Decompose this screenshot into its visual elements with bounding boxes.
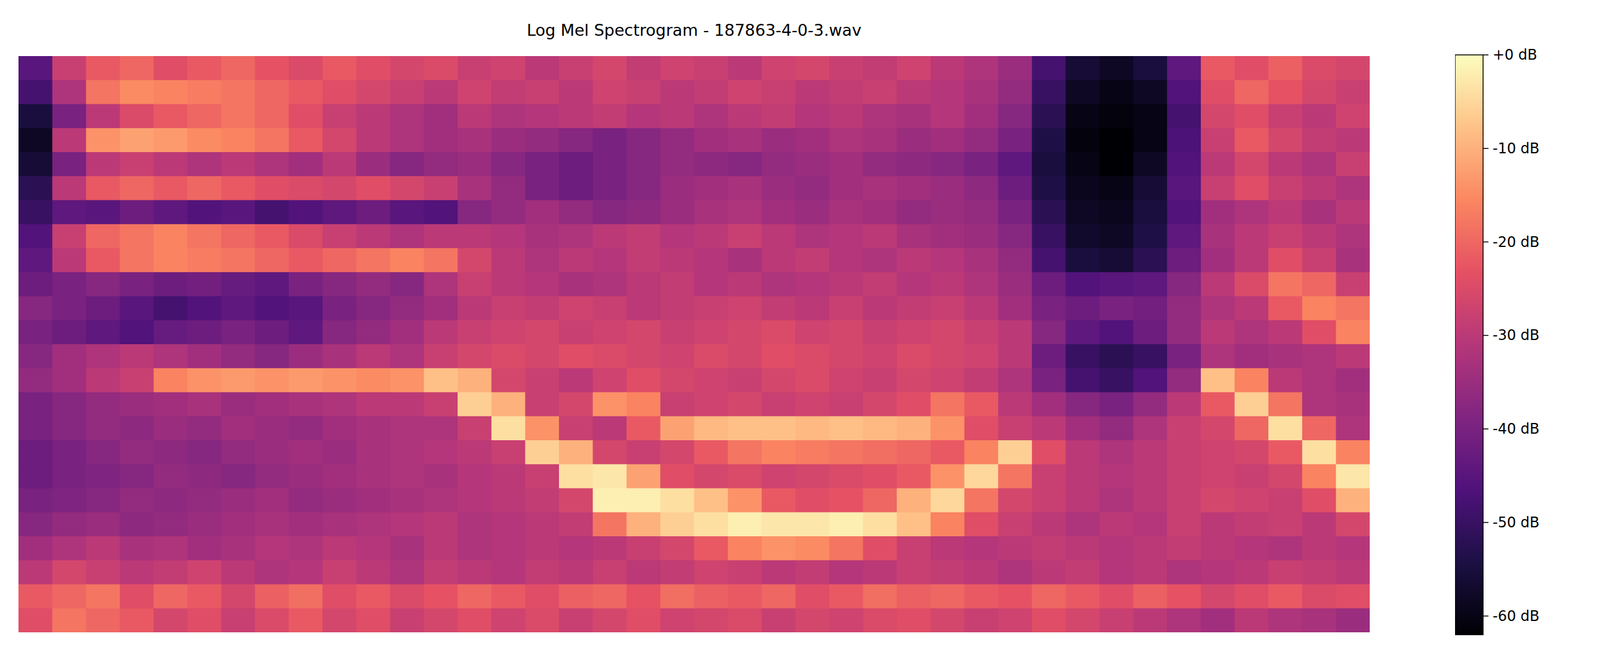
svg-text:-40 dB: -40 dB <box>1492 420 1540 438</box>
svg-text:+0 dB: +0 dB <box>1492 46 1538 64</box>
svg-text:-10 dB: -10 dB <box>1492 140 1540 157</box>
svg-text:-30 dB: -30 dB <box>1492 326 1540 344</box>
html-text:Log Mel Spectrogram - 187863-4: Log Mel Spectrogram - 187863-4-0-3.wav <box>526 20 862 40</box>
svg-text:-60 dB: -60 dB <box>1492 607 1540 625</box>
svg-text:-50 dB: -50 dB <box>1492 514 1540 531</box>
svg-text:-20 dB: -20 dB <box>1492 233 1540 251</box>
